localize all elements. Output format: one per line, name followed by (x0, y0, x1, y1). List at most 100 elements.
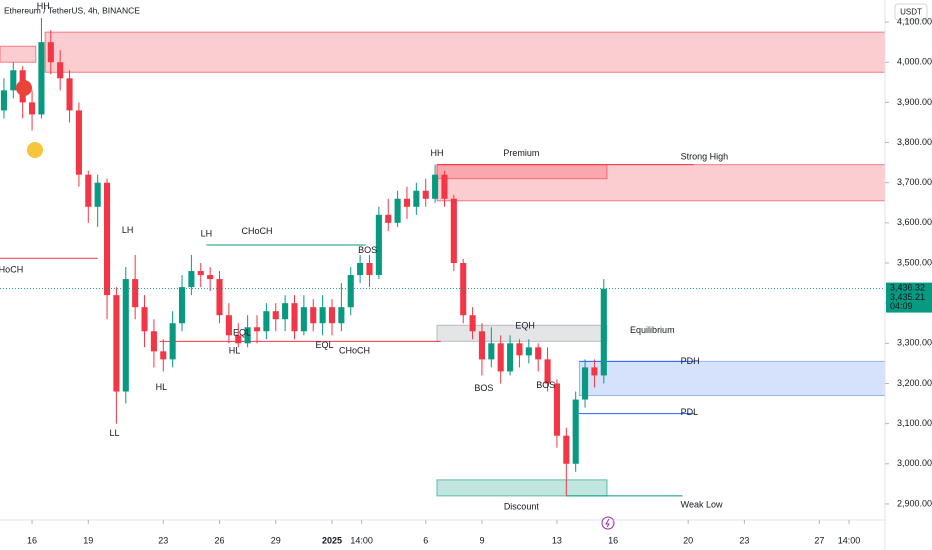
candle-body (394, 198, 401, 223)
annotation: HH (37, 1, 50, 11)
annotation: CHoCH (242, 226, 273, 236)
x-tick-label: 9 (479, 535, 484, 545)
currency-label[interactable]: USDT (900, 8, 922, 17)
candle-body (207, 275, 214, 280)
candle-body (328, 307, 336, 324)
candle-body (141, 307, 148, 332)
x-tick-label: 23 (158, 535, 168, 545)
annotation: BOS (358, 245, 377, 255)
annotation: HL (156, 382, 168, 392)
x-tick-label: 2025 (322, 535, 342, 545)
price-tag-label: 3,435.21 (890, 292, 925, 302)
candle-body (600, 288, 607, 376)
y-tick-label: 4,100.00 (897, 16, 932, 26)
y-tick-label: 3,500.00 (897, 257, 932, 267)
candle-body (591, 367, 598, 376)
x-tick-label: 16 (608, 535, 618, 545)
candle-body (375, 214, 382, 276)
zone (0, 45, 37, 63)
y-tick-label: 4,000.00 (897, 57, 932, 67)
candle-body (488, 343, 495, 360)
angry-icon (16, 80, 32, 96)
x-tick-label: 14:00 (838, 535, 861, 545)
candle-body (47, 42, 54, 63)
candle-body (216, 279, 223, 316)
candle-body (38, 42, 45, 115)
x-tick-label: 19 (83, 535, 93, 545)
candle-body (178, 287, 186, 324)
candle-body (150, 331, 157, 352)
y-tick-label: 3,800.00 (897, 137, 932, 147)
x-tick-label: 26 (215, 535, 225, 545)
candle-body (272, 311, 279, 320)
candle-body (244, 327, 251, 344)
price-tag (886, 282, 932, 313)
annotation: BOS (536, 380, 555, 390)
candle-body (132, 279, 139, 308)
zone (578, 360, 886, 397)
annotation: LL (110, 428, 120, 438)
zone (436, 479, 608, 497)
y-tick-label: 3,700.00 (897, 177, 932, 187)
candle-body (385, 214, 392, 223)
y-tick-label: 3,100.00 (897, 418, 932, 428)
candle-body (253, 327, 261, 332)
x-tick-label: 23 (739, 535, 749, 545)
candle-body (403, 198, 411, 207)
candle-body (282, 303, 289, 320)
x-tick-label: 20 (683, 535, 693, 545)
annotation: PDL (681, 407, 699, 417)
candle-body (291, 303, 298, 332)
y-tick-label: 2,900.00 (897, 498, 932, 508)
annotation: PDH (681, 356, 700, 366)
currency-button[interactable] (894, 3, 928, 21)
candle-body (113, 295, 120, 392)
candle-body (197, 271, 204, 276)
candle-body (235, 335, 242, 344)
candle-body (478, 331, 486, 360)
event-icon[interactable] (601, 516, 615, 530)
annotation: LH (201, 228, 213, 238)
candle-body (103, 182, 111, 296)
candle-body (85, 174, 92, 207)
x-tick-label: 16 (27, 535, 37, 545)
annotation: Premium (503, 148, 539, 158)
annotation: BOS (474, 383, 493, 393)
candle-body (319, 307, 326, 324)
candle-body (450, 198, 457, 264)
candle-body (582, 367, 589, 400)
candle-body (66, 78, 73, 111)
candle-body (535, 347, 542, 360)
candle-body (525, 347, 532, 356)
candle-body (57, 62, 64, 79)
candle-body (572, 399, 579, 464)
candle-body (75, 110, 82, 175)
y-tick-label: 3,600.00 (897, 217, 932, 227)
y-tick-label: 3,000.00 (897, 458, 932, 468)
y-tick-label: 3,300.00 (897, 338, 932, 348)
chart-title: Ethereum / TetherUS, 4h, BINANCE (4, 5, 140, 15)
candle-body (10, 70, 17, 91)
annotation: EQH (515, 320, 535, 330)
countdown-label: 04:09 (890, 301, 913, 311)
candle-body (225, 315, 232, 336)
candle-body (553, 383, 560, 436)
candle-body (563, 435, 570, 464)
candle-body (338, 307, 345, 324)
candle-body (94, 182, 101, 207)
candle-body (160, 351, 167, 360)
candle-body (263, 311, 270, 332)
candle-body (469, 315, 476, 332)
candle-body (29, 102, 36, 115)
price-tag-label: 3,436.32 (890, 282, 925, 292)
candle-body (413, 190, 420, 207)
annotation: CHoCH (0, 265, 23, 275)
annotation: Weak Low (681, 500, 723, 510)
annotation: CHoCH (339, 346, 370, 356)
x-tick-label: 29 (271, 535, 281, 545)
candle-body (300, 307, 307, 332)
plot-area: HH HH LH LH HL HL LL CHoCH CHoCH CHoCH EQL EQL EQH BO… (0, 1, 886, 512)
candle-body (188, 271, 195, 288)
candle-body (441, 174, 448, 199)
